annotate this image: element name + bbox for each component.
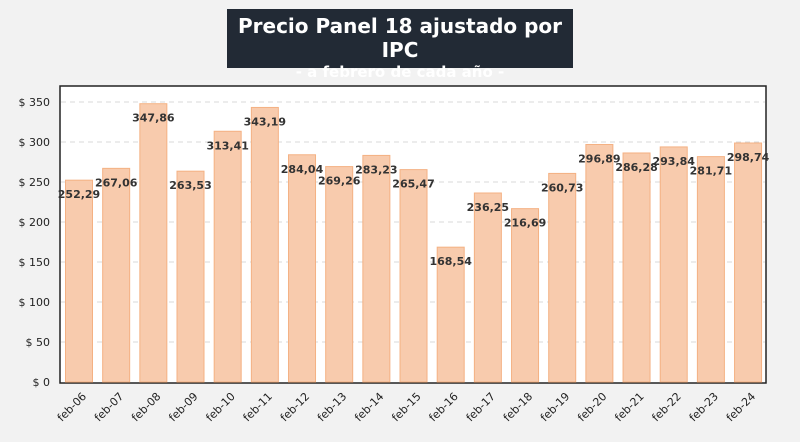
x-tick-label: feb-24 (724, 390, 758, 424)
data-label: 283,23 (355, 163, 397, 176)
bar (176, 170, 205, 383)
data-label: 263,53 (169, 179, 211, 192)
x-tick-label: feb-11 (241, 390, 275, 424)
y-tick-label: $ 150 (19, 256, 51, 269)
x-tick-label: feb-13 (315, 390, 349, 424)
data-label: 216,69 (504, 217, 546, 230)
y-tick-label: $ 300 (19, 136, 51, 149)
x-tick-label: feb-23 (687, 390, 721, 424)
bar (696, 156, 725, 383)
x-tick-label: feb-19 (538, 390, 572, 424)
bar (585, 143, 614, 383)
bar (473, 192, 502, 383)
data-label: 260,73 (541, 181, 583, 194)
y-tick-label: $ 50 (26, 336, 51, 349)
bar (325, 166, 354, 383)
x-tick-label: feb-15 (389, 390, 423, 424)
bar (139, 103, 168, 383)
x-tick-label: feb-21 (612, 390, 646, 424)
data-label: 236,25 (467, 201, 509, 214)
data-label: 269,26 (318, 175, 361, 188)
data-label: 298,74 (727, 151, 770, 164)
data-label: 168,54 (429, 255, 472, 268)
x-tick-label: feb-20 (575, 390, 609, 424)
data-label: 293,84 (652, 155, 695, 168)
x-tick-label: feb-18 (501, 390, 535, 424)
y-tick-label: $ 350 (19, 96, 51, 109)
x-tick-label: feb-12 (278, 390, 312, 424)
bar (548, 172, 577, 383)
data-label: 252,29 (58, 188, 100, 201)
data-label: 281,71 (690, 165, 732, 178)
data-label: 267,06 (95, 176, 138, 189)
x-tick-label: feb-16 (426, 390, 460, 424)
x-tick-label: feb-10 (203, 390, 237, 424)
data-label: 296,89 (578, 152, 620, 165)
y-tick-label: $ 0 (33, 376, 51, 389)
x-tick-label: feb-17 (464, 390, 498, 424)
bar (288, 154, 317, 383)
chart-title: Precio Panel 18 ajustado por IPC (237, 14, 563, 62)
bar (65, 179, 93, 383)
data-label: 343,19 (244, 115, 286, 128)
x-tick-label: feb-07 (92, 390, 126, 424)
x-tick-label: feb-06 (55, 390, 89, 424)
bar (399, 169, 428, 383)
data-label: 265,47 (392, 178, 434, 191)
bar (734, 142, 763, 383)
bar (436, 246, 465, 383)
data-label: 347,86 (132, 112, 175, 125)
y-tick-label: $ 250 (19, 176, 51, 189)
x-tick-label: feb-14 (352, 390, 386, 424)
data-label: 313,41 (206, 139, 248, 152)
data-label: 286,28 (615, 161, 657, 174)
x-tick-label: feb-22 (649, 390, 683, 424)
bar (213, 130, 242, 383)
bar (622, 152, 651, 383)
bar (362, 154, 391, 383)
x-tick-label: feb-08 (129, 390, 163, 424)
data-label: 284,04 (281, 163, 324, 176)
bar (659, 146, 688, 383)
chart-title-box: Precio Panel 18 ajustado por IPC - a feb… (227, 9, 573, 81)
chart-subtitle: - a febrero de cada año - (295, 63, 505, 81)
y-tick-label: $ 100 (19, 296, 51, 309)
bar (102, 167, 131, 383)
x-tick-label: feb-09 (166, 390, 200, 424)
bar (511, 208, 540, 383)
y-tick-label: $ 200 (19, 216, 51, 229)
bar (250, 106, 279, 383)
